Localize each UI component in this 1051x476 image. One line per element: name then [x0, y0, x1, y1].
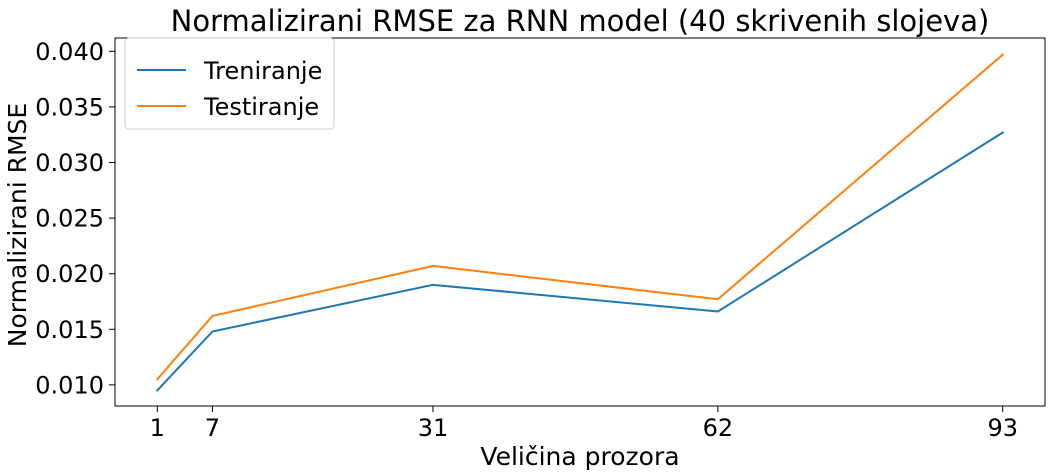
x-tick-label: 93	[987, 414, 1018, 442]
series-layer	[155, 53, 1005, 392]
y-tick-label: 0.035	[35, 93, 104, 121]
plot-frame	[114, 37, 1046, 407]
chart-title: Normalizirani RMSE za RNN model (40 skri…	[171, 4, 990, 38]
x-tick-label: 7	[205, 414, 220, 442]
y-tick-label: 0.030	[35, 149, 104, 177]
x-axis-label: Veličina prozora	[480, 442, 679, 471]
y-tick-label: 0.040	[35, 38, 104, 66]
y-tick-label: 0.025	[35, 205, 104, 233]
y-tick-label: 0.010	[35, 371, 104, 399]
x-tick-label: 62	[703, 414, 734, 442]
legend-label: Testiranje	[203, 93, 319, 121]
y-axis: 0.010 0.015 0.020 0.025 0.030 0.035 0.040	[35, 38, 115, 399]
x-axis: 1 7 31 62 93	[150, 406, 1018, 442]
x-tick-label: 1	[150, 414, 165, 442]
legend: Treniranje Testiranje	[124, 37, 335, 130]
plot-area	[114, 37, 1046, 407]
legend-label: Treniranje	[203, 57, 322, 85]
y-tick-label: 0.015	[35, 316, 104, 344]
x-tick-label: 31	[418, 414, 449, 442]
series-line-treniranje	[155, 131, 1005, 392]
y-tick-label: 0.020	[35, 260, 104, 288]
y-axis-label: Normalizirani RMSE	[3, 103, 32, 347]
